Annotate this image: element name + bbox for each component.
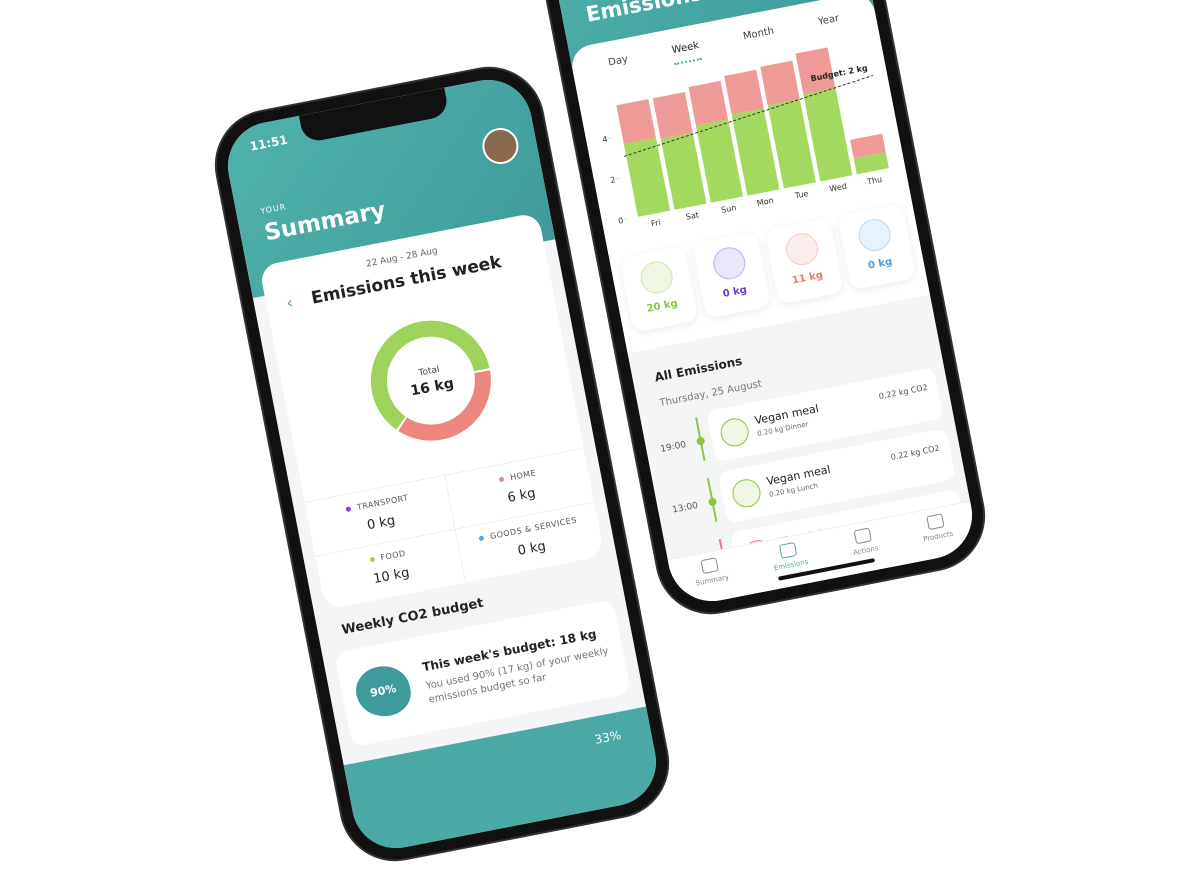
section-title: All Emissions (653, 353, 744, 385)
category-grid: TRANSPORT 0 kg HOME 6 kg FOOD 10 kg GOODS & SE… (304, 447, 606, 609)
screen: 11:51 YOUR Summary 22 Aug - 28 Aug ‹ Emi… (220, 72, 664, 856)
nav-icon (926, 513, 945, 531)
bar-segment (803, 87, 853, 182)
x-tick-label: Thu (865, 175, 882, 187)
nav-label: Emissions (773, 557, 809, 573)
category-name: TRANSPORT (356, 493, 410, 512)
entry-time: 13:00 (671, 500, 699, 516)
bar-segment (660, 132, 707, 210)
x-tick-label: Fri (650, 218, 661, 229)
category-tile[interactable]: 0 kg (837, 203, 917, 291)
bar-segment (850, 133, 886, 159)
x-tick-label: Sun (720, 203, 737, 215)
category-tile[interactable]: 0 kg (691, 231, 772, 319)
tile-icon (710, 244, 749, 283)
entry-amount: 0.22 kg CO2 (889, 443, 941, 463)
y-tick-label: 4 (602, 135, 609, 145)
category-dot (478, 535, 485, 542)
nav-item[interactable]: Emissions (769, 534, 813, 590)
bar-segment (853, 151, 889, 175)
nav-icon (700, 557, 719, 575)
budget-line (623, 74, 874, 157)
footer-percent: 33% (593, 727, 623, 747)
bar-segment (731, 108, 780, 196)
summary-card: 22 Aug - 28 Aug ‹ Emissions this week To… (258, 212, 606, 610)
bar-segment (652, 91, 693, 139)
nav-icon (779, 541, 798, 559)
x-tick-label: Wed (829, 182, 848, 194)
category-tile[interactable]: 11 kg (764, 217, 844, 305)
nav-item[interactable]: Actions (848, 521, 883, 575)
nav-item[interactable]: Products (918, 506, 957, 561)
tile-value: 0 kg (721, 284, 748, 300)
x-tick-label: Sat (685, 210, 700, 221)
category-tile[interactable]: 20 kg (619, 245, 699, 333)
bar-segment (623, 137, 671, 217)
timeline-dot (707, 497, 718, 507)
x-tick-label: Tue (793, 189, 809, 201)
tab[interactable]: Day (607, 54, 629, 69)
entry-time: 19:00 (659, 439, 688, 455)
tab[interactable]: Year (817, 12, 841, 28)
tab[interactable]: Week (671, 40, 702, 66)
tile-value: 20 kg (645, 298, 679, 315)
donut-chart: Total 16 kg (370, 320, 491, 441)
bar-segment (760, 60, 800, 106)
nav-item[interactable]: Summary (690, 550, 733, 606)
tile-value: 11 kg (791, 269, 824, 287)
y-tick-label: 2 (609, 175, 616, 185)
category-name: HOME (509, 468, 537, 483)
chart-panel: Day Week Month Year 0 2 4 Fri Sat Sun Mon Tue Wed Th… (568, 0, 930, 354)
entry-amount: 0.22 kg CO2 (878, 382, 929, 402)
nav-label: Products (922, 529, 954, 544)
x-tick-label: Mon (756, 196, 774, 208)
tile-value: 0 kg (867, 256, 894, 272)
tile-icon (855, 216, 894, 254)
category-dot (498, 476, 505, 483)
tile-icon (637, 258, 676, 297)
nav-icon (853, 527, 873, 545)
tick-mark (616, 177, 621, 180)
tab[interactable]: Month (742, 25, 776, 43)
bar-segment (767, 99, 816, 189)
bar-segment (695, 119, 744, 203)
page: 11:51 YOUR Summary 22 Aug - 28 Aug ‹ Emi… (207, 0, 993, 869)
entry-icon (730, 476, 763, 510)
donut-label: Total (417, 365, 441, 379)
tick-mark (623, 218, 629, 221)
bar-segment (688, 80, 729, 126)
tile-icon (783, 230, 821, 268)
category-name: FOOD (379, 548, 407, 563)
tick-mark (608, 137, 613, 139)
donut-segment (398, 370, 491, 441)
donut-segment (370, 320, 490, 430)
timeline-dot (696, 436, 706, 446)
category-dot (345, 506, 352, 513)
budget-percent: 90% (352, 661, 415, 722)
y-tick-label: 0 (617, 216, 624, 226)
nav-label: Summary (694, 573, 730, 588)
bar-segment (616, 99, 656, 144)
category-dot (369, 556, 376, 563)
emissions-phone: Emissions Day Week Month Year 0 2 4 Fri Sat Sun M… (523, 0, 993, 622)
donut-total: 16 kg (409, 375, 455, 399)
bar-segment (724, 69, 764, 115)
entry-icon (718, 415, 752, 449)
bar-segment (795, 47, 836, 95)
screen: Emissions Day Week Month Year 0 2 4 Fri Sat Sun M… (536, 0, 980, 609)
summary-phone: 11:51 YOUR Summary 22 Aug - 28 Aug ‹ Emi… (207, 59, 677, 869)
nav-label: Actions (852, 544, 880, 557)
